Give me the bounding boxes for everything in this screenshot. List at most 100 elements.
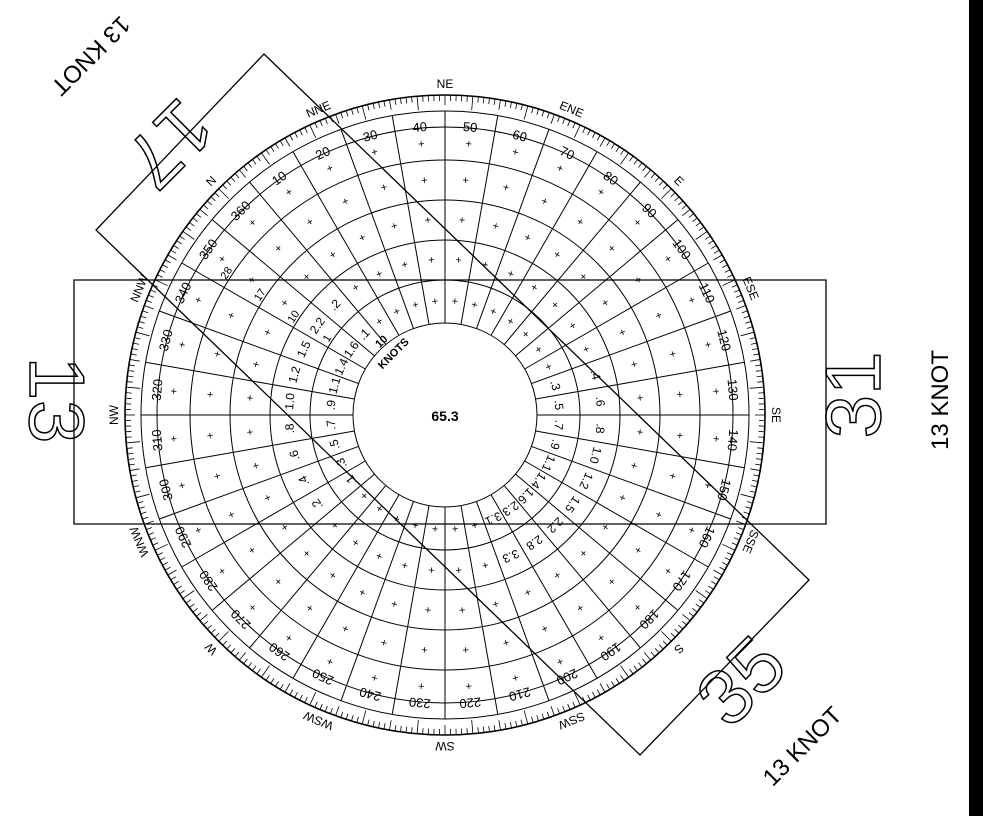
- degree-tick: [265, 675, 270, 681]
- degree-tick: [596, 134, 601, 141]
- degree-tick: [243, 166, 248, 172]
- degree-tick: [735, 532, 742, 536]
- degree-label: 330: [156, 328, 176, 353]
- degree-tick: [340, 711, 344, 718]
- degree-tick: [189, 222, 195, 227]
- degree-tick: [711, 245, 717, 249]
- cell-value: +: [340, 621, 351, 635]
- degree-label: 300: [156, 477, 176, 502]
- degree-label: 120: [714, 328, 734, 353]
- degree-tick: [745, 321, 752, 324]
- runway-13-label: 13: [12, 356, 102, 444]
- degree-tick: [592, 692, 596, 698]
- degree-tick: [662, 640, 668, 646]
- cell-value: +: [511, 146, 520, 159]
- degree-tick: [129, 468, 140, 471]
- compass-point-label: NE: [437, 77, 454, 91]
- degree-tick: [309, 124, 317, 138]
- degree-tick: [756, 375, 763, 378]
- sector-line: [145, 361, 355, 400]
- degree-tick: [678, 624, 684, 630]
- cell-value: +: [598, 521, 612, 533]
- degree-tick: [389, 720, 392, 731]
- degree-tick: [142, 516, 149, 520]
- cell-value: +: [458, 603, 465, 616]
- degree-tick: [662, 184, 668, 190]
- degree-tick: [383, 723, 386, 730]
- cell-value: +: [357, 231, 368, 245]
- degree-tick: [411, 727, 413, 734]
- degree-label: 140: [725, 429, 742, 452]
- cell-value: +: [244, 428, 257, 435]
- degree-tick: [185, 599, 192, 604]
- degree-tick: [633, 665, 638, 671]
- cell-value: 1.0: [282, 392, 297, 410]
- sector-line: [292, 494, 400, 679]
- cell-value: +: [216, 565, 230, 577]
- cell-value: +: [357, 585, 368, 599]
- degree-tick: [150, 537, 157, 541]
- degree-tick: [252, 159, 257, 165]
- degree-tick: [727, 274, 733, 278]
- degree-tick: [546, 112, 550, 119]
- degree-tick: [140, 315, 147, 319]
- degree-tick: [218, 631, 229, 642]
- cell-value: .5: [326, 438, 342, 452]
- cell-value: +: [411, 299, 420, 312]
- cell-value: +: [661, 565, 675, 577]
- runway-17-label: 17 13 KNOT: [45, 10, 231, 206]
- degree-tick: [727, 552, 733, 556]
- compass-point-label: NW: [107, 404, 121, 425]
- degree-tick: [162, 562, 168, 566]
- runway-17-wind-label: 13 KNOT: [45, 10, 135, 100]
- degree-tick: [299, 129, 303, 136]
- cell-value: +: [390, 597, 399, 610]
- degree-tick: [695, 590, 708, 599]
- cell-value: +: [400, 259, 409, 272]
- degree-tick: [314, 701, 318, 708]
- cell-value: +: [278, 297, 292, 309]
- degree-tick: [661, 188, 672, 199]
- degree-tick: [733, 289, 740, 293]
- degree-tick: [536, 715, 539, 722]
- degree-tick: [749, 490, 756, 493]
- cell-value: +: [480, 558, 489, 571]
- degree-tick: [642, 166, 647, 172]
- degree-tick: [722, 562, 728, 566]
- degree-tick: [592, 132, 596, 138]
- degree-tick: [170, 249, 177, 254]
- degree-tick: [692, 217, 698, 222]
- cell-value: +: [261, 492, 275, 503]
- cell-value: +: [176, 340, 189, 349]
- cell-value: +: [211, 471, 224, 480]
- cell-value: +: [665, 471, 678, 480]
- degree-tick: [658, 644, 664, 650]
- degree-tick: [134, 337, 141, 340]
- degree-tick: [304, 697, 308, 703]
- degree-tick: [757, 381, 764, 383]
- cell-value: +: [392, 305, 403, 319]
- cell-value: +: [327, 248, 339, 262]
- degree-label: 220: [459, 695, 482, 712]
- degree-tick: [230, 648, 236, 654]
- degree-tick: [142, 310, 149, 314]
- cell-value: +: [205, 432, 218, 439]
- cell-value: +: [465, 679, 472, 692]
- degree-tick: [222, 640, 228, 646]
- degree-tick: [722, 543, 736, 551]
- cell-value: 3.3: [500, 546, 521, 566]
- sector-line: [145, 430, 355, 469]
- sector-line: [515, 219, 679, 357]
- degree-tick: [695, 231, 708, 240]
- degree-tick: [230, 176, 236, 182]
- degree-tick: [731, 542, 738, 546]
- degree-tick: [523, 105, 529, 120]
- degree-tick: [239, 169, 247, 178]
- compass-point-label: NNW: [127, 272, 151, 304]
- degree-tick: [226, 180, 232, 186]
- degree-tick: [135, 331, 150, 337]
- cell-value: .4: [295, 473, 312, 488]
- degree-tick: [324, 118, 328, 125]
- cell-value: .7: [324, 419, 339, 431]
- cell-value: +: [374, 268, 385, 282]
